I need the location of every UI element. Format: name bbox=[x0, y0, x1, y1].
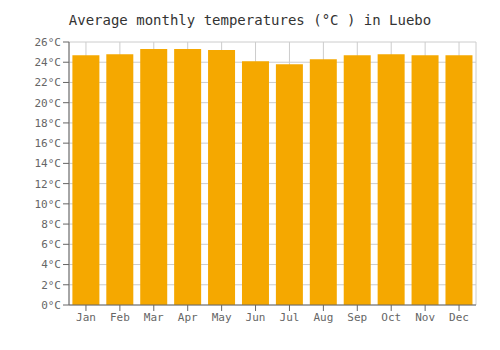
svg-text:6°C: 6°C bbox=[41, 238, 61, 251]
svg-text:26°C: 26°C bbox=[35, 36, 62, 49]
svg-text:Jul: Jul bbox=[280, 311, 300, 324]
svg-text:12°C: 12°C bbox=[35, 178, 62, 191]
svg-text:8°C: 8°C bbox=[41, 218, 61, 231]
svg-text:Apr: Apr bbox=[178, 311, 198, 324]
svg-text:May: May bbox=[212, 311, 232, 324]
svg-text:Oct: Oct bbox=[381, 311, 401, 324]
svg-text:16°C: 16°C bbox=[35, 137, 62, 150]
svg-text:Jan: Jan bbox=[76, 311, 96, 324]
svg-text:10°C: 10°C bbox=[35, 198, 62, 211]
html-text:Average monthly temperatures (: Average monthly temperatures (°C ) in Lu… bbox=[68, 12, 432, 28]
svg-text:0°C: 0°C bbox=[41, 299, 61, 312]
svg-text:14°C: 14°C bbox=[35, 157, 62, 170]
svg-text:Dec: Dec bbox=[449, 311, 469, 324]
svg-text:Sep: Sep bbox=[347, 311, 367, 324]
svg-text:Feb: Feb bbox=[110, 311, 130, 324]
svg-text:Aug: Aug bbox=[313, 311, 333, 324]
svg-text:20°C: 20°C bbox=[35, 97, 62, 110]
svg-text:Mar: Mar bbox=[144, 311, 164, 324]
svg-text:4°C: 4°C bbox=[41, 258, 61, 271]
svg-text:Nov: Nov bbox=[415, 311, 435, 324]
svg-text:Jun: Jun bbox=[246, 311, 266, 324]
svg-text:18°C: 18°C bbox=[35, 117, 62, 130]
svg-text:22°C: 22°C bbox=[35, 76, 62, 89]
svg-text:2°C: 2°C bbox=[41, 279, 61, 292]
svg-text:24°C: 24°C bbox=[35, 56, 62, 69]
